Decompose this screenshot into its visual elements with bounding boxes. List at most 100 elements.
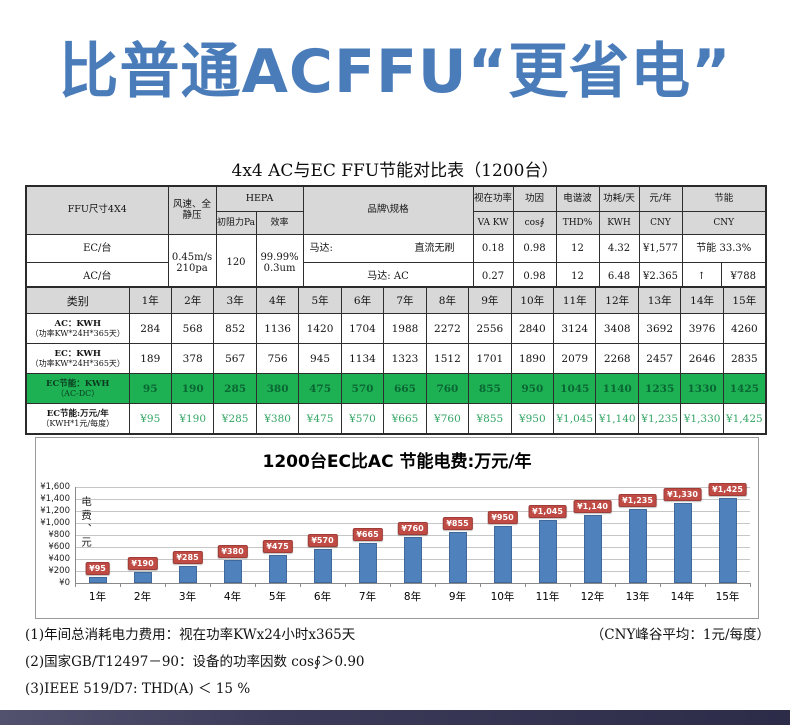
- efficiency-line1: 99.99%: [260, 251, 299, 263]
- header-efficiency: 效率: [255, 211, 304, 235]
- year-data-row: EC节能:万元/年 （KWH*1元/每度） ¥95 ¥190 ¥285 ¥380 ¥475 ¥…: [25, 403, 767, 435]
- bar-value-label: ¥950: [487, 511, 518, 524]
- year-value-cell: ¥285: [213, 403, 257, 435]
- year-value-cell: 855: [468, 373, 512, 404]
- y-axis-line: [75, 487, 76, 583]
- year-value-cell: 852: [213, 313, 257, 344]
- header-brand-spec: 品牌\规格: [302, 185, 474, 235]
- year-header-cell: 15年: [722, 286, 767, 314]
- ec-cos: 0.98: [512, 234, 557, 263]
- year-value-cell: 1045: [553, 373, 597, 404]
- year-value-cell: 2840: [510, 313, 555, 344]
- x-tick-mark: [165, 583, 166, 587]
- ec-motor-label: 马达:: [309, 242, 333, 254]
- y-tick-label: ¥200: [48, 566, 70, 576]
- year-header-cell: 9年: [468, 286, 512, 314]
- bar: [673, 503, 692, 583]
- bar-value-label: ¥1,140: [573, 499, 612, 513]
- bar: [313, 548, 332, 583]
- year-value-cell: 380: [255, 373, 300, 404]
- x-tick-mark: [705, 583, 706, 587]
- year-value-cell: ¥475: [298, 403, 342, 435]
- header-hepa: HEPA: [215, 185, 304, 212]
- year-value-cell: 756: [255, 343, 300, 374]
- bar: [268, 554, 287, 583]
- year-value-cell: ¥855: [468, 403, 512, 435]
- header-va-kw: VA KW: [472, 211, 514, 235]
- y-tick-label: ¥400: [48, 554, 70, 564]
- bar-value-label: ¥95: [85, 562, 110, 576]
- header-resistance: 初阻力Pa: [215, 211, 257, 235]
- year-header-cell: 8年: [425, 286, 470, 314]
- bar-value-label: ¥285: [172, 550, 203, 564]
- years-header-row: 类别 1年 2年 3年 4年 5年 6年 7年 8年 9年 10年 11年 12年 13年 14年 15年: [25, 286, 767, 314]
- x-tick-mark: [390, 583, 391, 587]
- wind-speed-value: 0.45m/s 210pa: [167, 234, 217, 293]
- x-tick-mark: [660, 583, 661, 587]
- year-value-cell: 568: [170, 313, 215, 344]
- year-header-cell: 3年: [213, 286, 257, 314]
- row-label-line1: AC：KWH: [54, 318, 102, 329]
- header-cny: CNY: [638, 211, 683, 235]
- header-kwh: KWH: [598, 211, 640, 235]
- year-value-cell: 1988: [383, 313, 427, 344]
- year-header-cell: 6年: [340, 286, 385, 314]
- x-tick-mark: [255, 583, 256, 587]
- efficiency-value: 99.99% 0.3um: [255, 234, 304, 293]
- x-tick-label: 4年: [223, 591, 242, 603]
- header-saving-cny: CNY: [681, 211, 767, 235]
- year-value-cell: 2268: [595, 343, 639, 374]
- year-value-cell: 570: [340, 373, 385, 404]
- row-label-line1: EC：KWH: [54, 348, 101, 359]
- note-3-text: (3)IEEE 519/D7: THD(A) ＜ 15 %: [25, 681, 251, 697]
- year-value-cell: 2079: [553, 343, 597, 374]
- bar-value-label: ¥380: [217, 545, 248, 559]
- savings-chart: 电费、元 ¥0¥200¥400¥600¥800¥1,000¥1,200¥1,40…: [35, 437, 759, 619]
- ec-va: 0.18: [472, 234, 514, 263]
- year-value-cell: 1425: [722, 373, 767, 404]
- y-tick-label: ¥800: [48, 530, 70, 540]
- year-value-cell: ¥1,330: [680, 403, 724, 435]
- year-data-row: EC节能：KWH （AC-DC） 95 190 285 380 475 570 665 760 85…: [25, 373, 767, 404]
- year-value-cell: ¥570: [340, 403, 385, 435]
- year-value-cell: ¥760: [425, 403, 470, 435]
- year-header-cell: 14年: [680, 286, 724, 314]
- year-value-cell: 1512: [425, 343, 470, 374]
- ec-saving: 节能 33.3%: [681, 234, 767, 263]
- header-saving: 节能: [681, 185, 767, 212]
- bar: [403, 537, 422, 583]
- header-cos: cos∮: [512, 211, 557, 235]
- row-label: AC：KWH （功率KW*24H*365天）: [25, 313, 130, 344]
- year-value-cell: 1704: [340, 313, 385, 344]
- x-tick-mark: [300, 583, 301, 587]
- year-header-cell: 11年: [553, 286, 597, 314]
- year-value-cell: ¥950: [510, 403, 555, 435]
- year-value-cell: ¥665: [383, 403, 427, 435]
- header-wind: 风速、全静压: [167, 185, 217, 235]
- year-value-cell: 285: [213, 373, 257, 404]
- note-1: (1)年间总消耗电力费用：视在功率KWx24小时x365天 （CNY峰谷平均：1…: [25, 625, 770, 652]
- x-tick-label: 11年: [535, 591, 560, 603]
- bar-value-label: ¥665: [352, 528, 383, 542]
- year-value-cell: 378: [170, 343, 215, 374]
- row-label-line2: （功率KW*24H*365天）: [30, 328, 125, 338]
- year-data-row: EC：KWH （功率KW*24H*365天） 189 378 567 756 945 1134…: [25, 343, 767, 374]
- bar: [223, 560, 242, 583]
- x-tick-mark: [615, 583, 616, 587]
- gridline: [75, 487, 750, 488]
- bar: [358, 543, 377, 583]
- year-value-cell: 665: [383, 373, 427, 404]
- year-value-cell: ¥190: [170, 403, 215, 435]
- bar-value-label: ¥760: [397, 522, 428, 536]
- year-value-cell: 3976: [680, 313, 724, 344]
- bar: [133, 571, 152, 583]
- ec-motor-value: 直流无刷: [414, 242, 455, 254]
- x-tick-label: 3年: [178, 591, 197, 603]
- y-tick-label: ¥1,400: [40, 494, 70, 504]
- x-tick-label: 8年: [403, 591, 422, 603]
- row-label: EC节能：KWH （AC-DC）: [25, 373, 130, 404]
- bar: [448, 531, 467, 583]
- row-label: EC：KWH （功率KW*24H*365天）: [25, 343, 130, 374]
- year-value-cell: 1890: [510, 343, 555, 374]
- bar-value-label: ¥570: [307, 533, 338, 547]
